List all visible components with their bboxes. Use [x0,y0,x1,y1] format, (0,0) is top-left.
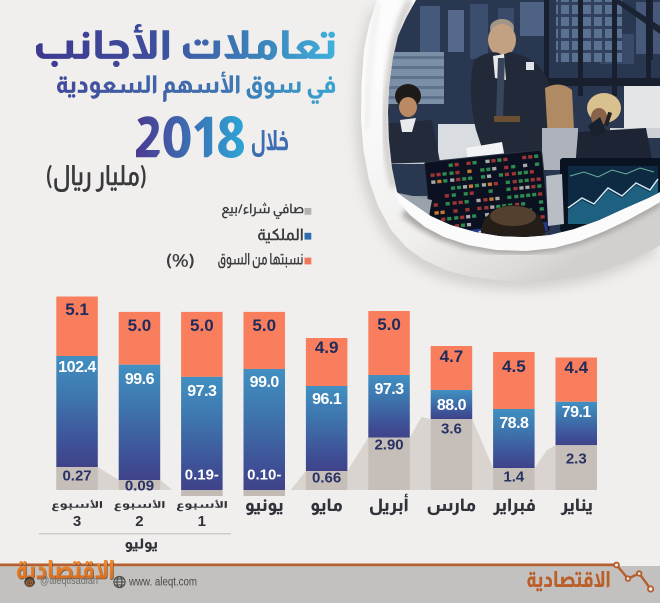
svg-text:97.3: 97.3 [187,383,217,400]
svg-text:5.0: 5.0 [252,316,276,335]
svg-text:5.1: 5.1 [65,300,89,319]
svg-text:www. aleqt.com: www. aleqt.com [128,577,197,589]
svg-text:@: @ [25,578,33,588]
svg-text:@aleqtisadiah: @aleqtisadiah [40,575,98,587]
svg-text:5.0: 5.0 [128,316,152,335]
svg-text:2.3: 2.3 [566,451,587,468]
svg-text:1: 1 [198,513,206,530]
svg-text:4.9: 4.9 [315,338,339,357]
svg-text:88.0: 88.0 [437,397,467,414]
svg-text:0.19-: 0.19- [185,467,219,484]
svg-text:2: 2 [135,513,143,530]
svg-text:4.5: 4.5 [502,357,526,376]
svg-text:0.66: 0.66 [312,470,341,487]
svg-text:1.4: 1.4 [503,469,525,486]
svg-text:5.0: 5.0 [190,316,214,335]
svg-text:5.0: 5.0 [377,315,401,334]
svg-text:0.09: 0.09 [125,478,154,495]
svg-text:99.0: 99.0 [250,374,280,391]
svg-text:3: 3 [73,513,81,530]
svg-text:96.1: 96.1 [312,391,342,408]
svg-text:0.27: 0.27 [62,468,91,485]
svg-text:99.6: 99.6 [125,371,155,388]
svg-text:2.90: 2.90 [374,437,403,454]
svg-text:0.10-: 0.10- [247,467,281,484]
svg-text:79.1: 79.1 [562,404,592,421]
svg-text:102.4: 102.4 [58,359,96,376]
svg-text:3.6: 3.6 [441,421,462,438]
svg-text:4.7: 4.7 [440,347,464,366]
svg-text:97.3: 97.3 [374,381,404,398]
svg-text:78.8: 78.8 [499,415,529,432]
svg-text:4.4: 4.4 [564,358,588,377]
